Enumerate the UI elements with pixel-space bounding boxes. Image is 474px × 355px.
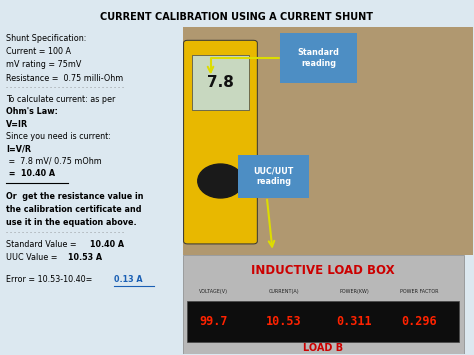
- Text: Shunt Specification:: Shunt Specification:: [6, 34, 87, 43]
- Text: Error = 10.53-10.40=: Error = 10.53-10.40=: [6, 275, 95, 284]
- Text: UUC Value =: UUC Value =: [6, 253, 60, 262]
- FancyBboxPatch shape: [238, 155, 310, 198]
- Text: =  10.40 A: = 10.40 A: [6, 169, 55, 178]
- Bar: [182, 255, 464, 354]
- Text: VOLTAGE(V): VOLTAGE(V): [199, 289, 228, 294]
- Text: UUC/UUT
reading: UUC/UUT reading: [254, 167, 294, 186]
- Text: mV rating = 75mV: mV rating = 75mV: [6, 60, 82, 70]
- Text: 0.311: 0.311: [337, 315, 372, 328]
- Text: 7.8: 7.8: [207, 75, 234, 91]
- Text: LOAD B: LOAD B: [303, 343, 343, 353]
- Text: Ohm's Law:: Ohm's Law:: [6, 108, 58, 116]
- FancyBboxPatch shape: [281, 33, 356, 83]
- Text: V=IR: V=IR: [6, 120, 28, 129]
- Text: POWER(KW): POWER(KW): [339, 289, 369, 294]
- Text: use it in the equation above.: use it in the equation above.: [6, 218, 137, 228]
- Text: the calibration certificate and: the calibration certificate and: [6, 206, 142, 214]
- Bar: [187, 301, 459, 342]
- Text: Resistance =  0.75 milli-Ohm: Resistance = 0.75 milli-Ohm: [6, 73, 124, 82]
- Text: 10.53: 10.53: [266, 315, 301, 328]
- Text: Standard
reading: Standard reading: [298, 48, 339, 68]
- Text: POWER FACTOR: POWER FACTOR: [400, 289, 438, 294]
- Text: Since you need is current:: Since you need is current:: [6, 132, 111, 141]
- FancyBboxPatch shape: [183, 40, 257, 244]
- Text: 10.40 A: 10.40 A: [91, 240, 125, 250]
- Text: =  7.8 mV/ 0.75 mOhm: = 7.8 mV/ 0.75 mOhm: [6, 157, 102, 166]
- Text: Standard Value =: Standard Value =: [6, 240, 80, 250]
- Circle shape: [198, 164, 243, 198]
- Text: Or  get the resistance value in: Or get the resistance value in: [6, 192, 144, 201]
- Text: 0.13 A: 0.13 A: [114, 275, 143, 284]
- Text: CURRENT CALIBRATION USING A CURRENT SHUNT: CURRENT CALIBRATION USING A CURRENT SHUN…: [100, 12, 374, 22]
- Text: 99.7: 99.7: [200, 315, 228, 328]
- Text: CURRENT(A): CURRENT(A): [269, 289, 299, 294]
- Text: I=V/R: I=V/R: [6, 144, 31, 154]
- Text: 0.296: 0.296: [401, 315, 437, 328]
- Bar: [192, 55, 249, 110]
- Bar: [182, 27, 474, 255]
- Text: - - - - - - - - - - - - - - - - - - - - - - - - - - - - - -: - - - - - - - - - - - - - - - - - - - - …: [6, 85, 125, 90]
- Text: Current = 100 A: Current = 100 A: [6, 47, 72, 56]
- Text: INDUCTIVE LOAD BOX: INDUCTIVE LOAD BOX: [251, 264, 395, 277]
- Text: - - - - - - - - - - - - - - - - - - - - - - - - - - - - - -: - - - - - - - - - - - - - - - - - - - - …: [6, 230, 125, 235]
- Text: To calculate current: as per: To calculate current: as per: [6, 95, 116, 104]
- Text: 10.53 A: 10.53 A: [68, 253, 102, 262]
